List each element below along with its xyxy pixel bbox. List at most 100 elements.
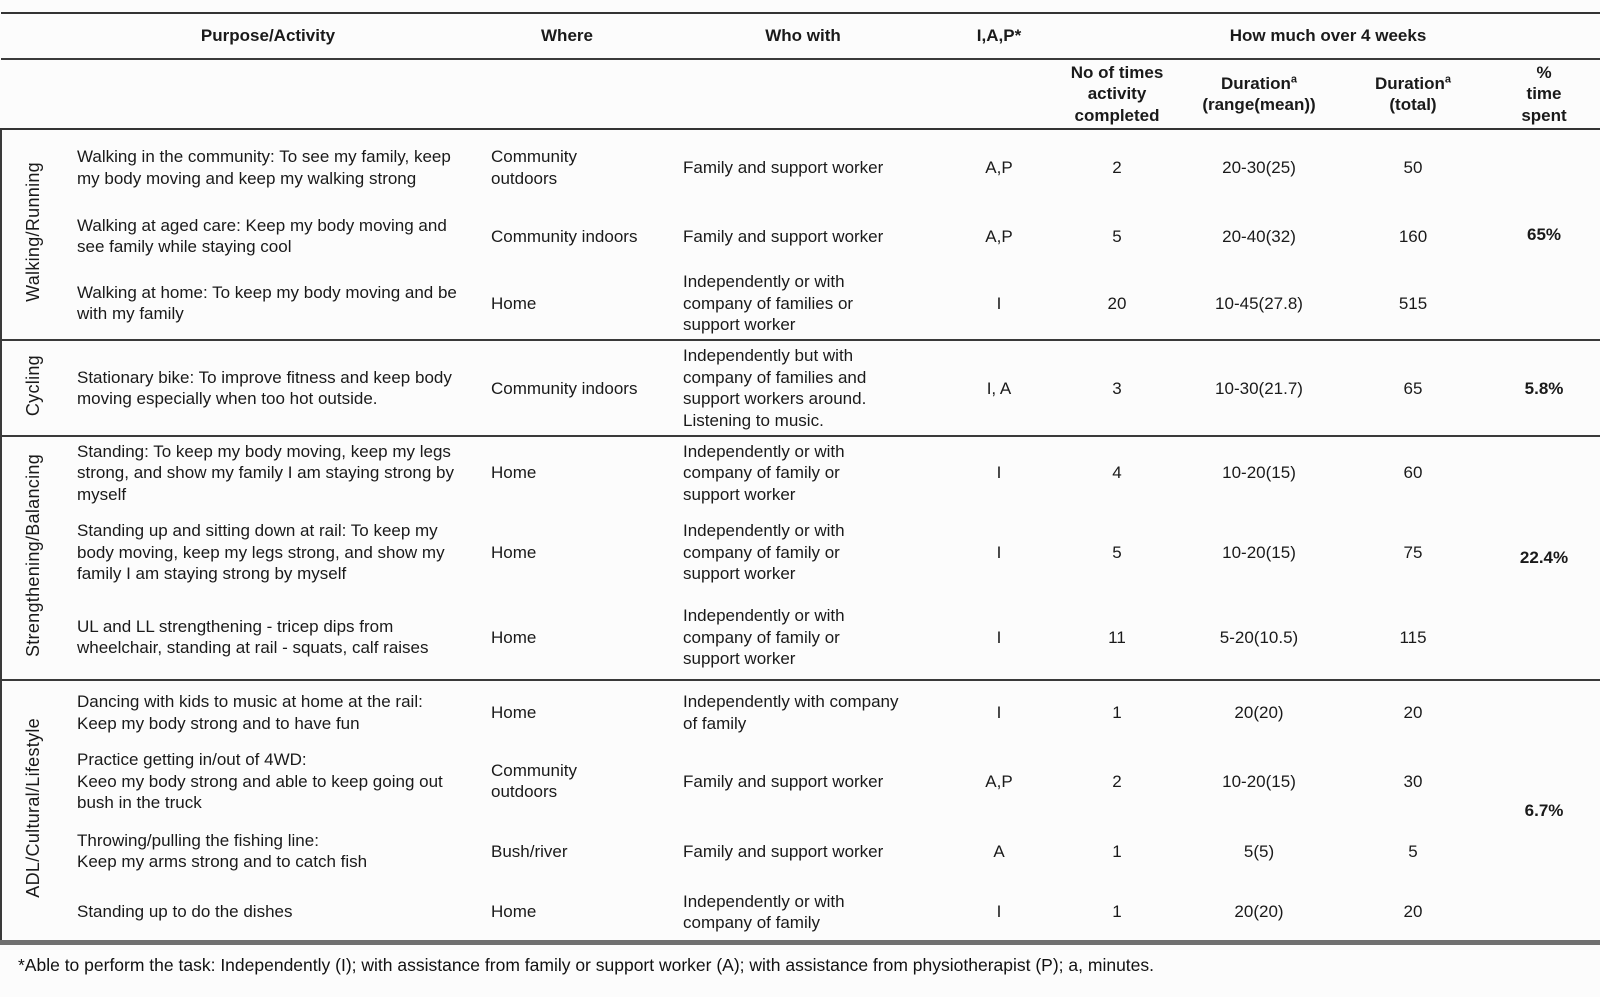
footnote: *Able to perform the task: Independently… [18, 954, 1155, 975]
table-row: Strengthening/Balancing Standing: To kee… [1, 436, 1600, 657]
times-cell: 5 [1112, 542, 1122, 562]
group-label-cycling: Cycling [1, 340, 65, 436]
table-row: Standing up and sitting down at rail: To… [1, 509, 1600, 595]
group-label-strengthening-balancing: Strengthening/Balancing [1, 436, 65, 680]
group-pct-cell: 5.8% [1524, 378, 1564, 398]
group-walking-running: Walking/Running Walking in the community… [1, 129, 1600, 341]
col-header-duration-range: Durationa (range(mean)) [1179, 59, 1339, 131]
iap-cell: I [996, 902, 1002, 922]
who-with-cell: Independently or with company of family … [683, 606, 845, 668]
iap-cell: I [996, 293, 1002, 313]
where-cell: Home [491, 703, 537, 723]
duration-total-cell: 50 [1403, 158, 1423, 178]
group-label-adl-cultural-lifestyle: ADL/Cultural/Lifestyle [1, 680, 65, 942]
col-header-pct-time-spent: % time spent [1487, 59, 1600, 131]
duration-word: Duration [1374, 73, 1445, 93]
duration-total-line2: (total) [1389, 95, 1437, 115]
duration-range-line2: (range(mean)) [1202, 95, 1316, 115]
iap-cell: I [996, 703, 1002, 723]
header-row-2: No of times activity completed Durationa… [1, 59, 1600, 131]
who-with-cell: Family and support worker [683, 841, 884, 861]
duration-range-cell: 20(20) [1234, 902, 1284, 922]
group-cycling: Cycling Stationary bike: To improve fitn… [1, 340, 1600, 437]
times-cell: 5 [1112, 226, 1122, 246]
iap-cell: I [996, 463, 1002, 483]
iap-cell: A,P [985, 158, 1013, 178]
who-with-cell: Independently but with company of famili… [683, 346, 867, 430]
iap-cell: A,P [985, 226, 1013, 246]
group-strengthening-balancing: Strengthening/Balancing Standing: To kee… [1, 436, 1600, 681]
duration-range-cell: 10-30(21.7) [1215, 378, 1303, 398]
table-row: UL and LL strengthening - tricep dips fr… [1, 595, 1600, 680]
where-cell: Home [491, 902, 537, 922]
duration-range-cell: 10-20(15) [1222, 771, 1296, 791]
duration-superscript-a: a [1290, 73, 1297, 86]
who-with-cell: Independently with company of family [683, 692, 899, 733]
times-cell: 2 [1112, 771, 1122, 791]
table-row: Practice getting in/out of 4WD: Keeo my … [1, 744, 1600, 818]
col-header-purpose-activity: Purpose/Activity [65, 13, 471, 60]
group-pct-cell: 65% [1527, 225, 1562, 245]
col-header-no-of-times: No of times activity completed [1055, 59, 1179, 131]
where-cell: Home [491, 627, 537, 647]
corner-cell [1, 13, 65, 60]
iap-cell: I [996, 542, 1002, 562]
times-cell: 11 [1108, 627, 1126, 647]
header-spacer [1, 59, 1055, 131]
times-cell: 4 [1112, 463, 1122, 483]
group-label-text: ADL/Cultural/Lifestyle [23, 717, 44, 898]
table-row: ADL/Cultural/Lifestyle Dancing with kids… [1, 680, 1600, 897]
activity-cell: Walking at home: To keep my body moving … [77, 282, 457, 324]
header-row-1: Purpose/Activity Where Who with I,A,P* H… [1, 13, 1600, 60]
duration-range-cell: 20-30(25) [1222, 158, 1296, 178]
table-row: Cycling Stationary bike: To improve fitn… [1, 340, 1600, 436]
table-row: Standing up to do the dishes Home Indepe… [1, 884, 1600, 942]
group-label-text: Strengthening/Balancing [23, 453, 44, 657]
col-header-who-with: Who with [663, 13, 943, 60]
table-row: Walking at aged care: Keep my body movin… [1, 205, 1600, 267]
activity-cell: Dancing with kids to music at home at th… [77, 692, 423, 733]
group-label-text: Walking/Running [23, 162, 44, 303]
duration-word: Duration [1220, 73, 1291, 93]
duration-total-cell: 20 [1403, 902, 1423, 922]
iap-cell: I [996, 627, 1002, 647]
col-header-duration-total: Durationa (total) [1339, 59, 1487, 131]
group-adl-cultural-lifestyle: ADL/Cultural/Lifestyle Dancing with kids… [1, 680, 1600, 943]
duration-range-cell: 20(20) [1234, 703, 1284, 723]
iap-cell: A [993, 841, 1005, 861]
duration-range-cell: 20-40(32) [1222, 226, 1296, 246]
duration-total-cell: 5 [1408, 841, 1418, 861]
group-label-text: Cycling [23, 354, 44, 417]
where-cell: Community outdoors [491, 147, 577, 188]
activity-cell: Standing up to do the dishes [77, 902, 293, 922]
duration-range-cell: 10-20(15) [1222, 542, 1296, 562]
where-cell: Community indoors [491, 226, 638, 246]
who-with-cell: Family and support worker [683, 771, 884, 791]
duration-superscript-a: a [1444, 73, 1451, 86]
who-with-cell: Independently or with company of family [683, 891, 845, 933]
group-pct-cell: 6.7% [1524, 800, 1564, 820]
where-cell: Bush/river [491, 841, 568, 861]
iap-cell: A,P [985, 771, 1013, 791]
duration-total-cell: 160 [1398, 226, 1428, 246]
who-with-cell: Independently or with company of family … [683, 442, 845, 504]
times-cell: 3 [1112, 378, 1122, 398]
table-row: Walking/Running Walking in the community… [1, 129, 1600, 302]
duration-total-cell: 115 [1399, 627, 1427, 647]
duration-total-cell: 65 [1403, 378, 1423, 398]
col-header-iap: I,A,P* [943, 13, 1055, 60]
duration-total-cell: 60 [1403, 463, 1423, 483]
duration-total-cell: 515 [1398, 293, 1428, 313]
times-cell: 20 [1107, 293, 1127, 313]
activity-cell: Practice getting in/out of 4WD: Keeo my … [77, 750, 443, 812]
where-cell: Home [491, 293, 537, 313]
where-cell: Home [491, 542, 537, 562]
group-label-walking-running: Walking/Running [1, 129, 65, 340]
duration-total-line1: Durationa [1343, 73, 1483, 94]
times-cell: 1 [1112, 841, 1122, 861]
activity-cell: Walking at aged care: Keep my body movin… [77, 215, 447, 257]
times-cell: 1 [1112, 703, 1122, 723]
duration-range-cell: 5-20(10.5) [1219, 627, 1299, 647]
activity-cell: Standing: To keep my body moving, keep m… [77, 442, 454, 504]
